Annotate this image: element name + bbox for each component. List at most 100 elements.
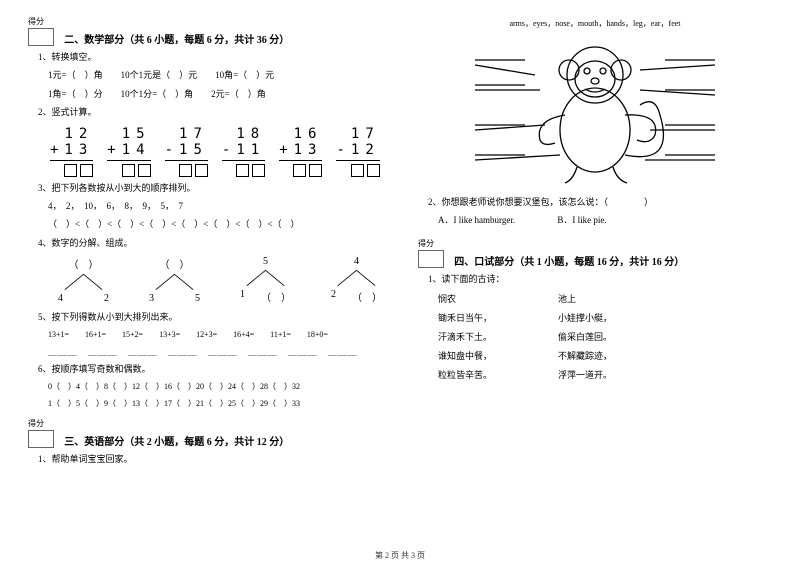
sec3-q2-label: 2、你想跟老师说你想要汉堡包，该怎么说：（ ）: [428, 195, 772, 209]
section-3-header: 得分 三、英语部分（共 2 小题，每题 6 分，共计 12 分）: [28, 420, 382, 448]
arith-answer-boxes: [279, 164, 322, 177]
arith-answer-boxes: [336, 164, 379, 177]
arith-a: 12: [50, 126, 93, 142]
arith-answer-boxes: [50, 164, 93, 177]
tree-l: 4: [58, 293, 63, 304]
tree-top: 5: [240, 256, 291, 267]
arith-answer-boxes: [107, 164, 150, 177]
section-3-title: 三、英语部分（共 2 小题，每题 6 分，共计 12 分）: [64, 433, 289, 448]
arith-col-0: 12 +13: [50, 126, 93, 177]
tree-r: （ ）: [352, 289, 382, 304]
arith-a: 18: [222, 126, 265, 142]
poem-r: 偷采白莲回。: [558, 330, 678, 343]
arith-b: +13: [279, 142, 322, 158]
arith-a: 15: [107, 126, 150, 142]
poem-r: 不解藏踪迹，: [558, 349, 678, 362]
arith-a: 17: [336, 126, 379, 142]
q6-label: 6、按顺序填写奇数和偶数。: [38, 362, 382, 376]
q6-row1: 0（ ）4（ ）8（ ）12（ ）16（ ）20（ ）24（ ）28（ ）32: [48, 381, 382, 394]
tree-l: 1: [240, 289, 245, 304]
q1-row2: 1角=（ ）分 10个1分=（ ）角 2元=（ ）角: [48, 87, 382, 101]
arithmetic-row: 12 +13 15 +14 17 -15 18 -11 16 +13: [50, 126, 382, 177]
arith-col-1: 15 +14: [107, 126, 150, 177]
arith-b: -11: [222, 142, 265, 158]
tree-branches: [240, 267, 291, 289]
tree-r: 5: [195, 293, 200, 304]
wordbank: arms，eyes，nose，mouth，hands，leg，ear，feet: [418, 18, 772, 29]
poem-row-0: 锄禾日当午， 小娃撑小艇，: [438, 311, 772, 324]
arith-rule: [50, 160, 93, 161]
poem-l: 锄禾日当午，: [438, 311, 558, 324]
q6-row2: 1（ ）5（ ）9（ ）13（ ）17（ ）21（ ）25（ ）29（ ）33: [48, 398, 382, 411]
score-label: 得分: [418, 240, 772, 248]
score-box: [28, 430, 54, 448]
monkey-icon: [465, 35, 725, 185]
arith-b: +14: [107, 142, 150, 158]
arith-a: 16: [279, 126, 322, 142]
poem-titles: 悯农 池上: [438, 292, 772, 305]
arith-col-5: 17 -12: [336, 126, 379, 177]
score-label: 得分: [28, 420, 382, 428]
tree-3: 4 2 （ ）: [331, 256, 382, 304]
arith-col-4: 16 +13: [279, 126, 322, 177]
q2-label: 2、竖式计算。: [38, 105, 382, 119]
section-2-header: 得分 二、数学部分（共 6 小题，每题 6 分，共计 36 分）: [28, 18, 382, 46]
arith-rule: [279, 160, 322, 161]
q5-label: 5、按下列得数从小到大排列出来。: [38, 310, 382, 324]
poem-l: 粒粒皆辛苦。: [438, 368, 558, 381]
right-column: arms，eyes，nose，mouth，hands，leg，ear，feet: [400, 0, 800, 565]
opt-a: A．I like hamburger.: [438, 215, 515, 225]
poem-title-l: 悯农: [438, 292, 558, 305]
sec4-q1: 1、读下面的古诗：: [428, 272, 772, 286]
tree-top: （ ）: [149, 256, 200, 271]
arith-rule: [336, 160, 379, 161]
left-column: 得分 二、数学部分（共 6 小题，每题 6 分，共计 36 分） 1、转换填空。…: [0, 0, 400, 565]
arith-answer-boxes: [165, 164, 208, 177]
tree-top: 4: [331, 256, 382, 267]
tree-top: （ ）: [58, 256, 109, 271]
section-4-title: 四、口试部分（共 1 小题，每题 16 分，共计 16 分）: [454, 253, 684, 268]
arith-col-2: 17 -15: [165, 126, 208, 177]
tree-branches: [331, 267, 382, 289]
arith-b: +13: [50, 142, 93, 158]
tree-1: （ ） 35: [149, 256, 200, 304]
poem-title-r: 池上: [558, 292, 678, 305]
q3-nums: 4， 2， 10， 6， 8， 9， 5， 7: [48, 199, 382, 213]
tree-row: （ ） 4 2 （ ） 35 5 1 （ ） 4 2 （ ）: [58, 256, 382, 304]
q4-label: 4、数字的分解、组成。: [38, 236, 382, 250]
poem-row-2: 谁知盘中餐， 不解藏踪迹，: [438, 349, 772, 362]
poem-r: 浮萍一道开。: [558, 368, 678, 381]
arith-rule: [222, 160, 265, 161]
opt-b: B．I like pie.: [557, 215, 606, 225]
poem-r: 小娃撑小艇，: [558, 311, 678, 324]
q3-slots: （ ）<（ ）<（ ）<（ ）<（ ）<（ ）<（ ）<（ ）: [48, 217, 382, 231]
section-4-header: 得分 四、口试部分（共 1 小题，每题 16 分，共计 16 分）: [418, 240, 772, 268]
tree-2: 5 1 （ ）: [240, 256, 291, 304]
tree-r: （ ）: [261, 289, 291, 304]
score-box: [28, 28, 54, 46]
sec3-q2-opts: A．I like hamburger. B．I like pie.: [438, 213, 772, 227]
q5-dashes: ＿＿＿ ＿＿＿ ＿＿＿ ＿＿＿ ＿＿＿ ＿＿＿ ＿＿＿ ＿＿＿: [48, 345, 382, 358]
arith-a: 17: [165, 126, 208, 142]
tree-r: 2: [104, 293, 109, 304]
section-2-title: 二、数学部分（共 6 小题，每题 6 分，共计 36 分）: [64, 31, 289, 46]
poem-l: 谁知盘中餐，: [438, 349, 558, 362]
arith-rule: [107, 160, 150, 161]
tree-l: 2: [331, 289, 336, 304]
page-footer: 第 2 页 共 3 页: [0, 550, 800, 561]
tree-branches: [58, 271, 109, 293]
arith-b: -15: [165, 142, 208, 158]
arith-col-3: 18 -11: [222, 126, 265, 177]
tree-branches: [149, 271, 200, 293]
q5-exprs: 13+1= 16+1= 15+2= 13+3= 12+3= 16+4= 11+1…: [48, 329, 382, 342]
q1-label: 1、转换填空。: [38, 50, 382, 64]
arith-answer-boxes: [222, 164, 265, 177]
poem-row-1: 汗滴禾下土。 偷采白莲回。: [438, 330, 772, 343]
poem-row-3: 粒粒皆辛苦。 浮萍一道开。: [438, 368, 772, 381]
arith-rule: [165, 160, 208, 161]
q3-label: 3、把下列各数按从小到大的顺序排列。: [38, 181, 382, 195]
tree-0: （ ） 4 2: [58, 256, 109, 304]
q1-row1: 1元=（ ）角 10个1元是（ ）元 10角=（ ）元: [48, 68, 382, 82]
score-label: 得分: [28, 18, 382, 26]
arith-b: -12: [336, 142, 379, 158]
